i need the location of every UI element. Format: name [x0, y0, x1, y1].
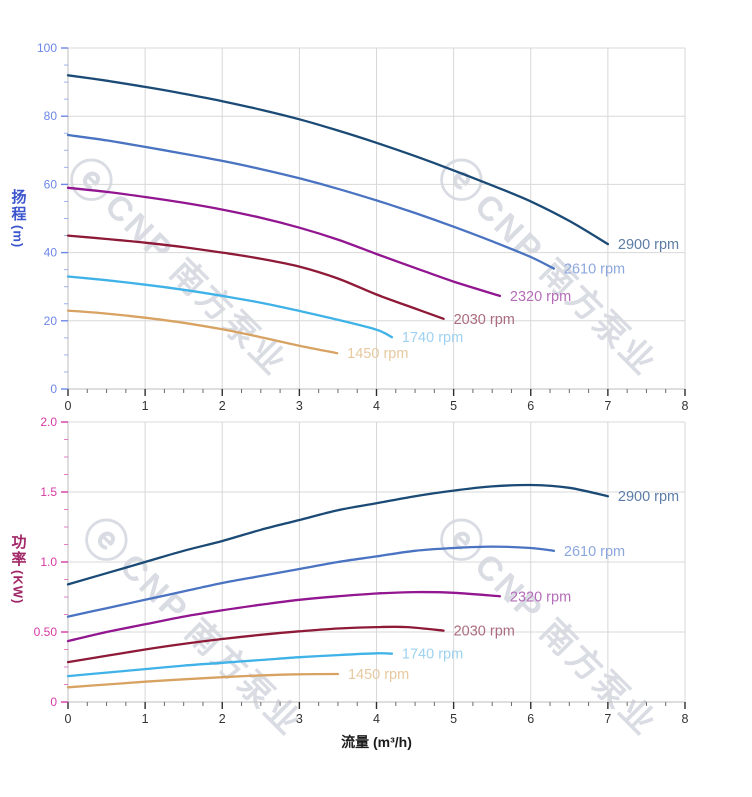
- x-tick-label: 8: [682, 712, 689, 726]
- curve-label-power-2610-rpm: 2610 rpm: [564, 544, 625, 560]
- curve-label-head-1740-rpm: 1740 rpm: [402, 330, 463, 346]
- curve-power-1740-rpm: [66, 652, 394, 678]
- curve-label-head-2610-rpm: 2610 rpm: [564, 262, 625, 278]
- x-tick-label: 1: [142, 712, 149, 726]
- curve-label-power-2030-rpm: 2030 rpm: [454, 624, 515, 640]
- x-tick-label: 0: [65, 712, 72, 726]
- x-tick-label: 4: [373, 712, 380, 726]
- y-tick-label: 40: [44, 246, 58, 260]
- curve-head-1740-rpm: [66, 275, 394, 339]
- x-tick-label: 6: [527, 399, 534, 413]
- curve-label-power-1450-rpm: 1450 rpm: [348, 667, 409, 683]
- curve-head-1450-rpm: [66, 309, 339, 355]
- power-axis-title-text: 功率: [9, 534, 27, 568]
- curve-power-2320-rpm: [66, 590, 502, 643]
- curve-label-power-2900-rpm: 2900 rpm: [618, 489, 679, 505]
- y-tick-label: 2.0: [40, 415, 57, 429]
- curve-head-2030-rpm: [66, 234, 445, 320]
- x-tick-label: 3: [296, 712, 303, 726]
- y-tick-label: 1.0: [40, 555, 57, 569]
- y-tick-label: 80: [44, 109, 58, 123]
- x-tick-label: 7: [604, 712, 611, 726]
- curve-power-2900-rpm: [66, 483, 610, 586]
- head-axis-unit: (m): [10, 225, 26, 249]
- curve-power-2610-rpm: [66, 545, 556, 618]
- curve-label-head-2900-rpm: 2900 rpm: [618, 237, 679, 253]
- head-axis-title-text: 扬程: [9, 189, 27, 223]
- y-tick-label: 20: [44, 314, 58, 328]
- flow-axis-title: 流量 (m³/h): [341, 734, 412, 750]
- curve-head-2610-rpm: [66, 133, 556, 270]
- x-tick-label: 1: [142, 399, 149, 413]
- x-tick-label: 2: [219, 399, 226, 413]
- curve-head-2900-rpm: [66, 74, 610, 246]
- x-tick-label: 6: [527, 712, 534, 726]
- x-tick-label: 7: [604, 399, 611, 413]
- curve-power-1450-rpm: [66, 672, 340, 689]
- x-tick-label: 8: [682, 399, 689, 413]
- y-tick-label: 1.5: [40, 485, 57, 499]
- x-tick-label: 2: [219, 712, 226, 726]
- curve-label-head-2030-rpm: 2030 rpm: [454, 312, 515, 328]
- chart-power: 0 1 2 3 4 5 6 7 8 0 0.50 1.0 1.5 2.0 2900 rpm 2610 rpm 2…: [34, 415, 689, 726]
- head-axis-title: 扬程 (m): [9, 189, 27, 249]
- curve-label-power-1740-rpm: 1740 rpm: [402, 647, 463, 663]
- curve-label-power-2320-rpm: 2320 rpm: [510, 589, 571, 605]
- y-tick-label: 100: [37, 41, 57, 55]
- x-tick-label: 4: [373, 399, 380, 413]
- curve-power-2030-rpm: [66, 625, 445, 664]
- y-tick-label: 0: [50, 382, 57, 396]
- x-tick-label: 0: [65, 399, 72, 413]
- x-tick-label: 3: [296, 399, 303, 413]
- y-tick-label: 60: [44, 177, 58, 191]
- x-tick-label: 5: [450, 712, 457, 726]
- y-tick-label: 0.50: [34, 625, 58, 639]
- curve-label-head-2320-rpm: 2320 rpm: [510, 289, 571, 305]
- y-tick-label: 0: [50, 695, 57, 709]
- curve-head-2320-rpm: [66, 186, 502, 298]
- power-axis-title: 功率 (KW): [9, 534, 27, 605]
- power-axis-unit: (KW): [10, 570, 26, 605]
- curve-label-head-1450-rpm: 1450 rpm: [347, 346, 408, 362]
- x-tick-label: 5: [450, 399, 457, 413]
